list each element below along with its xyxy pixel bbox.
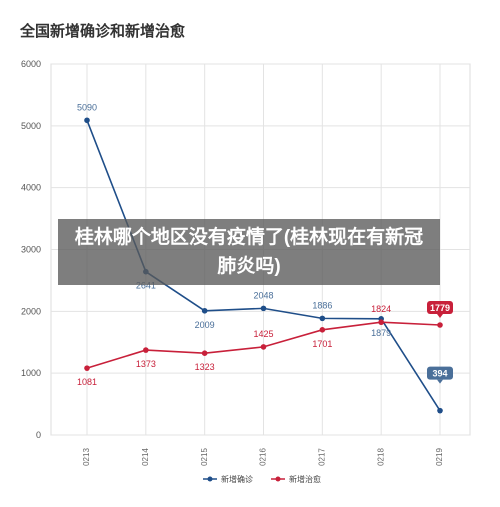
y-axis: 0 1000 2000 3000 4000 5000 6000 [21,59,41,440]
data-label: 2048 [253,290,273,300]
legend: 新增确诊 新增治愈 [203,474,321,484]
data-point [260,344,267,350]
data-point [319,315,326,322]
y-tick-label: 2000 [21,306,41,316]
x-tick-label: 0216 [259,448,268,466]
legend-swatch-dot [207,476,213,482]
data-label: 2641 [136,281,156,291]
value-badge [427,300,453,314]
data-label: 1701 [312,339,332,349]
data-label: 5090 [77,102,97,112]
title-overlay-banner: 桂林哪个地区没有疫情了(桂林现在有新冠肺炎吗) [58,219,440,285]
y-tick-label: 4000 [21,183,41,193]
data-label: 1425 [253,329,273,339]
data-point [201,307,208,314]
data-label: 1373 [136,359,156,369]
data-label: 1886 [312,300,332,310]
y-tick-label: 1000 [21,368,41,378]
y-tick-label: 3000 [21,245,41,255]
y-tick-label: 5000 [21,121,41,131]
data-label: 1323 [195,362,215,372]
data-point [84,365,90,371]
data-point [260,305,267,312]
y-tick-label: 0 [36,430,41,440]
data-point [437,322,443,328]
x-tick-label: 0215 [200,448,209,466]
data-point [84,117,90,124]
data-label: 1879 [371,328,391,338]
overlay-text: 桂林哪个地区没有疫情了(桂林现在有新冠肺炎吗) [74,227,424,277]
data-point [437,407,443,414]
data-point [201,350,208,356]
x-tick-label: 0217 [317,448,326,466]
y-tick-label: 6000 [21,59,41,69]
data-point [378,319,384,326]
badge-pointer [437,313,443,318]
data-label: 394 [432,369,447,379]
data-point [319,327,326,333]
data-point [143,347,149,353]
x-tick-label: 0219 [435,448,444,466]
data-label: 2009 [195,320,215,330]
legend-label: 新增治愈 [289,474,321,484]
badge-pointer [437,379,443,384]
data-label: 1824 [371,304,391,314]
x-tick-label: 0213 [82,448,91,466]
legend-swatch-dot [275,476,281,482]
value-badge [427,366,453,380]
x-tick-label: 0214 [141,448,150,466]
x-tick-label: 0218 [376,448,385,466]
x-axis: 0213 0214 0215 0216 0217 0218 0219 [82,448,444,466]
data-label: 1779 [430,303,450,313]
data-labels: 5090 2641 2009 2048 1886 1879 394 1081 1373 1323 1… [77,102,453,387]
legend-label: 新增确诊 [221,474,253,484]
data-label: 1081 [77,377,97,387]
chart-title: 全国新增确诊和新增治愈 [20,23,186,40]
